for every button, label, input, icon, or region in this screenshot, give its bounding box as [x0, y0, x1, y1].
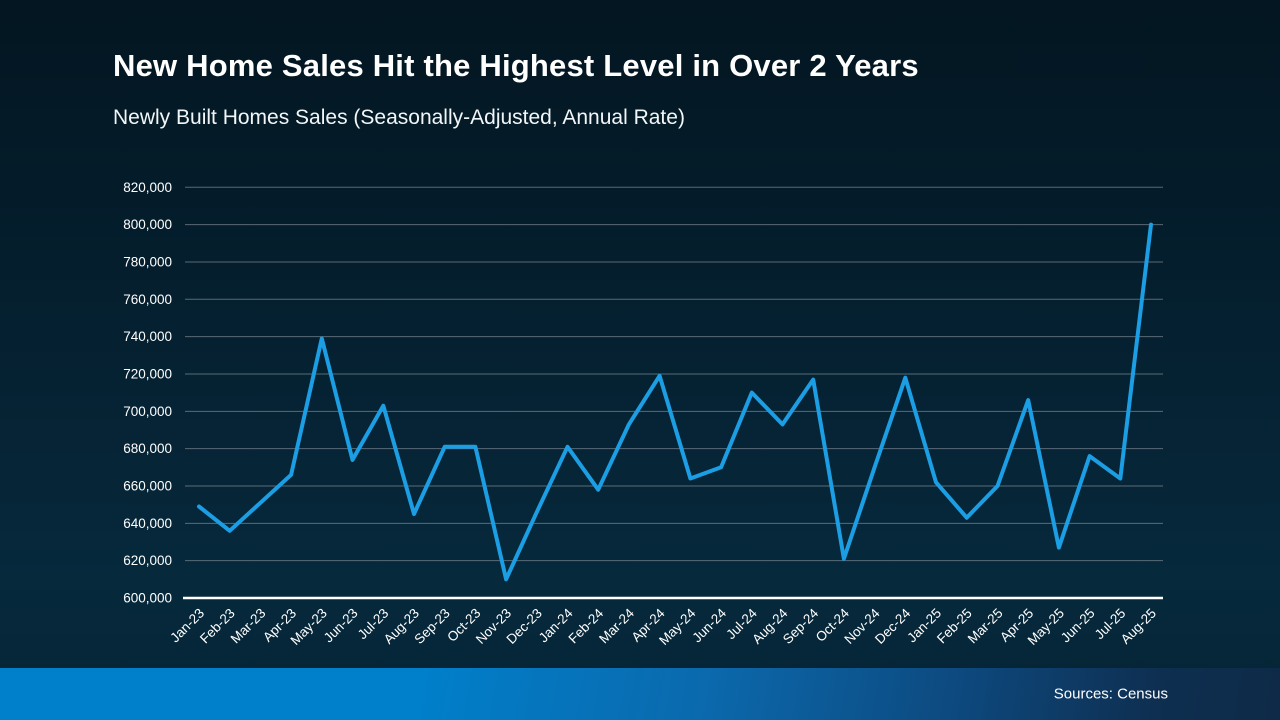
x-axis-tick-label: Sep-24 [780, 605, 822, 647]
chart-canvas: 600,000 620,000 640,000 660,000 680,000 700,0… [123, 180, 1163, 648]
y-axis-tick-label: 760,000 [123, 292, 172, 307]
x-axis-tick-label: Jun-25 [1058, 606, 1098, 646]
x-axis-tick-label: Mar-23 [228, 606, 269, 647]
y-axis-tick-label: 640,000 [123, 516, 172, 531]
y-axis-tick-label: 680,000 [123, 441, 172, 456]
y-axis-tick-label: 600,000 [123, 591, 172, 606]
x-axis-tick-label: Jun-23 [321, 606, 361, 646]
y-axis-tick-label: 620,000 [123, 553, 172, 568]
footer-bar: Sources: Census [0, 668, 1280, 720]
x-axis-tick-label: Mar-24 [596, 605, 637, 646]
y-axis-tick-label: 720,000 [123, 366, 172, 381]
chart-subtitle: Newly Built Homes Sales (Seasonally-Adju… [113, 106, 685, 129]
chart-title: New Home Sales Hit the Highest Level in … [113, 48, 919, 83]
y-axis-tick-label: 740,000 [123, 329, 172, 344]
line-chart: 600,000 620,000 640,000 660,000 680,000 700,0… [123, 180, 1163, 648]
y-axis-tick-label: 820,000 [123, 180, 172, 195]
y-axis-tick-label: 700,000 [123, 404, 172, 419]
y-axis-tick-label: 800,000 [123, 217, 172, 232]
sales-line [197, 222, 1153, 582]
source-note: Sources: Census [1053, 685, 1168, 703]
x-axis-tick-label: Jun-24 [689, 605, 729, 645]
x-axis-tick-label: Mar-25 [965, 606, 1006, 647]
y-axis-tick-label: 780,000 [123, 254, 172, 269]
x-axis-tick-label: Dec-24 [872, 605, 914, 647]
y-axis-tick-label: 660,000 [123, 478, 172, 493]
